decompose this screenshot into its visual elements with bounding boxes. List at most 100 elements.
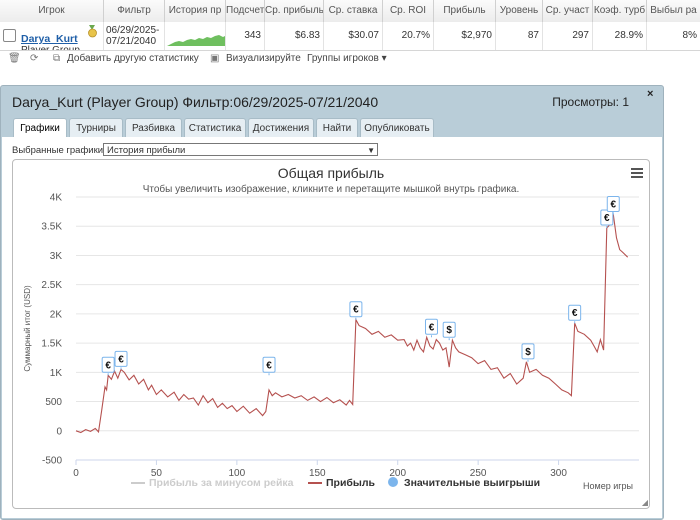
- x-tick-label: 300: [550, 468, 567, 479]
- y-tick-label: 3.5K: [41, 222, 62, 233]
- big-win-marker: [349, 301, 363, 318]
- y-tick-label: 0: [56, 426, 62, 437]
- profit-history-sparkline[interactable]: [167, 22, 225, 50]
- y-tick-label: 4K: [50, 193, 63, 204]
- y-tick-label: 1.5K: [41, 339, 62, 350]
- y-axis-title: Суммарный итог (USD): [23, 285, 32, 372]
- y-tick-label: 1K: [50, 368, 63, 379]
- x-tick-label: 150: [309, 468, 326, 479]
- big-win-marker: [262, 356, 276, 373]
- chart-select-value: История прибыли: [107, 145, 186, 156]
- big-win-marker: [521, 343, 535, 360]
- big-win-currency-label: €: [604, 213, 610, 224]
- column-header-player[interactable]: Игрок: [0, 0, 104, 22]
- big-win-currency-label: €: [353, 305, 359, 316]
- column-header-turbo-ratio[interactable]: Коэф. турб: [593, 0, 647, 22]
- series-line-profit: [75, 214, 629, 434]
- player-group-label: Player Group: [21, 37, 80, 50]
- avg-entrants-cell: 297: [543, 22, 593, 50]
- tab-charts[interactable]: Графики: [13, 118, 67, 139]
- x-tick-label: 200: [389, 468, 406, 479]
- table-row[interactable]: Darya_Kurt Player Group 06/29/2025- 07/2…: [0, 22, 700, 50]
- column-header-avg-profit[interactable]: Ср. прибыль: [265, 0, 324, 22]
- chevron-down-icon: ▼: [367, 146, 375, 155]
- close-icon[interactable]: ×: [647, 88, 654, 100]
- big-win-currency-label: €: [572, 308, 578, 319]
- big-win-currency-label: €: [266, 360, 272, 371]
- column-header-level[interactable]: Уровень: [496, 0, 543, 22]
- resize-handle-icon[interactable]: ◢: [641, 498, 648, 507]
- big-win-marker: [424, 318, 438, 335]
- row-checkbox[interactable]: [3, 29, 16, 42]
- image-icon: ▣: [210, 53, 220, 64]
- visualize-button[interactable]: Визуализируйте: [226, 53, 301, 64]
- avg-profit-cell: $6.83: [265, 22, 324, 50]
- select-charts-label: Выбранные графики:: [12, 145, 106, 156]
- filter-date-end: 07/21/2040: [106, 36, 157, 47]
- column-header-avg-stake[interactable]: Ср. ставка: [324, 0, 383, 22]
- y-tick-label: 2K: [50, 309, 63, 320]
- big-win-currency-label: €: [105, 360, 111, 371]
- column-header-early-out[interactable]: Выбыл ра: [650, 5, 697, 16]
- add-stats-button[interactable]: Добавить другую статистику: [67, 53, 199, 64]
- tab-achievements[interactable]: Достижения: [248, 118, 314, 138]
- tab-statistics[interactable]: Статистика: [184, 118, 246, 138]
- legend-item-net-profit: Прибыль за минусом рейка: [149, 477, 294, 489]
- tab-breakdown[interactable]: Разбивка: [125, 118, 182, 138]
- column-header-count[interactable]: Подсчет: [226, 0, 265, 22]
- player-name-link[interactable]: Darya_Kurt: [21, 33, 78, 45]
- turbo-ratio-cell: 28.9%: [593, 22, 647, 50]
- avg-roi-cell: 20.7%: [383, 22, 434, 50]
- dialog-title: Darya_Kurt (Player Group) Фильтр:06/29/2…: [12, 94, 379, 110]
- x-tick-label: 50: [151, 468, 163, 479]
- grid-header: Игрок Фильтр История пр Подсчет Ср. приб…: [0, 0, 700, 23]
- dialog-body: Выбранные графики: История прибыли ▼ Общ…: [2, 137, 662, 518]
- column-header-profit[interactable]: Прибыль: [434, 0, 496, 22]
- views-count: Просмотры: 1: [552, 95, 629, 109]
- tab-find[interactable]: Найти: [316, 118, 358, 138]
- early-out-cell: 8%: [682, 30, 697, 41]
- legend-item-profit: Прибыль: [326, 477, 376, 489]
- big-win-currency-label: $: [525, 347, 531, 358]
- chevron-down-icon: ▾: [381, 53, 387, 64]
- y-tick-label: 2.5K: [41, 280, 62, 291]
- player-groups-dropdown[interactable]: Группы игроков ▾: [307, 53, 387, 64]
- player-groups-label: Группы игроков: [307, 53, 379, 64]
- column-header-avg-entrants[interactable]: Ср. участ: [543, 0, 593, 22]
- chart-select[interactable]: История прибыли ▼: [103, 143, 378, 156]
- chart-container[interactable]: Общая прибыль Чтобы увеличить изображени…: [12, 159, 650, 509]
- big-win-currency-label: €: [610, 200, 616, 211]
- medal-icon: [88, 25, 97, 38]
- column-header-filter[interactable]: Фильтр: [104, 0, 165, 22]
- big-win-marker: [101, 356, 115, 373]
- x-axis-title: Номер игры: [583, 481, 633, 491]
- chart-title: Общая прибыль: [277, 165, 385, 181]
- filter-date-start: 06/29/2025-: [106, 25, 160, 36]
- profit-cell: $2,970: [434, 22, 496, 50]
- big-win-marker: [606, 196, 620, 213]
- level-cell: 87: [496, 22, 543, 50]
- trash-icon[interactable]: 🗑: [8, 53, 21, 64]
- big-win-currency-label: €: [429, 322, 435, 333]
- x-tick-label: 100: [229, 468, 246, 479]
- big-win-marker: [568, 304, 582, 321]
- big-win-marker: [114, 350, 128, 367]
- refresh-icon[interactable]: ⟳: [30, 53, 39, 64]
- column-header-avg-roi[interactable]: Ср. ROI: [383, 0, 434, 22]
- big-win-currency-label: $: [446, 325, 452, 336]
- player-cell: Darya_Kurt Player Group: [0, 22, 104, 50]
- column-header-profit-history[interactable]: История пр: [165, 0, 226, 22]
- filter-cell: 06/29/2025- 07/21/2040: [104, 22, 165, 50]
- legend-item-big-wins: Значительные выигрыши: [404, 477, 540, 489]
- chart-menu-icon[interactable]: [631, 168, 643, 180]
- y-tick-label: -500: [42, 456, 62, 467]
- grid-toolbar: 🗑 ⟳ ⧉ Добавить другую статистику ▣ Визуа…: [0, 51, 700, 67]
- stats-grid: Игрок Фильтр История пр Подсчет Ср. приб…: [0, 0, 700, 51]
- count-cell: 343: [226, 22, 265, 50]
- chart-plot[interactable]: -500 0 500 1K 1.5K 2K 2.5K 3K 3.5K 4K 0 50 100 150 200…: [13, 160, 649, 508]
- tab-publish[interactable]: Опубликовать: [360, 118, 434, 138]
- y-tick-label: 500: [45, 397, 62, 408]
- player-chart-dialog: Darya_Kurt (Player Group) Фильтр:06/29/2…: [0, 85, 664, 520]
- tab-tournaments[interactable]: Турниры: [69, 118, 123, 138]
- y-tick-label: 3K: [50, 251, 63, 262]
